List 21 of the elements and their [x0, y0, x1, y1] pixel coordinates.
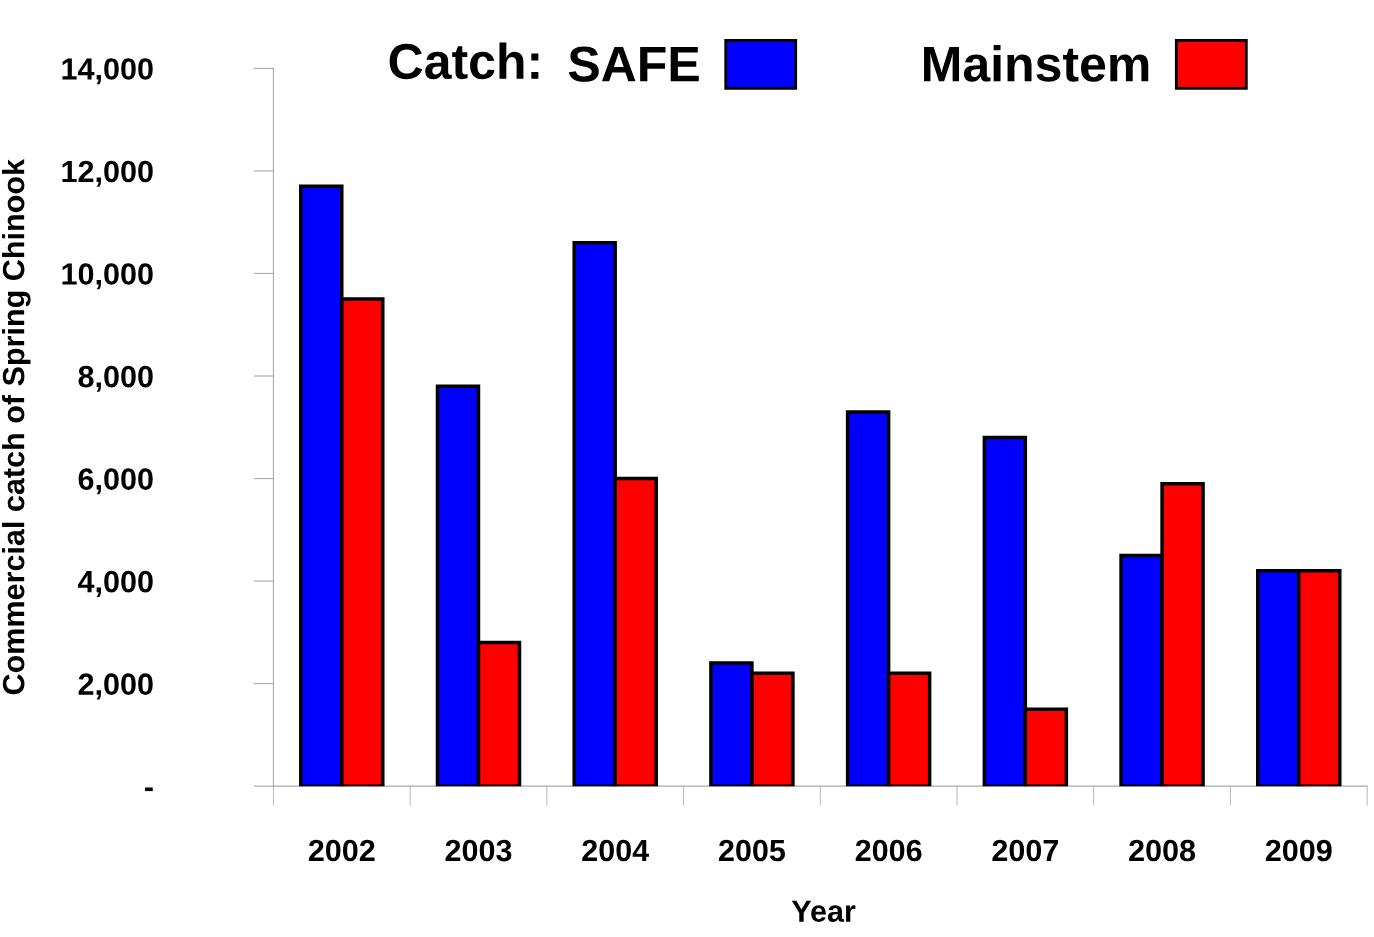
x-tick-label: 2007	[992, 839, 1058, 862]
x-tick-label: 2004	[582, 839, 650, 862]
legend-label: SAFE	[568, 46, 699, 82]
y-tick-label: -	[145, 787, 153, 792]
x-tick-label: 2008	[1129, 839, 1196, 862]
y-tick-label: 12,000	[62, 160, 153, 187]
y-tick-label: 2,000	[78, 673, 153, 700]
legend-label: Mainstem	[924, 45, 1149, 82]
x-tick-label: 2009	[1265, 839, 1332, 862]
y-tick-label: 14,000	[62, 58, 153, 85]
y-tick-label: 8,000	[78, 365, 153, 392]
x-tick-label: 2003	[445, 839, 512, 862]
y-tick-label: 4,000	[77, 570, 153, 597]
x-tick-label: 2006	[855, 839, 922, 862]
y-tick-label: 10,000	[62, 263, 153, 290]
x-tick-label: 2005	[719, 839, 786, 862]
x-tick-label: 2002	[308, 839, 375, 862]
y-axis-title: Commercial catch of Spring Chinook	[2, 158, 31, 695]
y-tick-label: 6,000	[78, 468, 153, 495]
legend-title: Catch:	[389, 42, 539, 80]
x-axis-title: Year	[791, 900, 856, 922]
